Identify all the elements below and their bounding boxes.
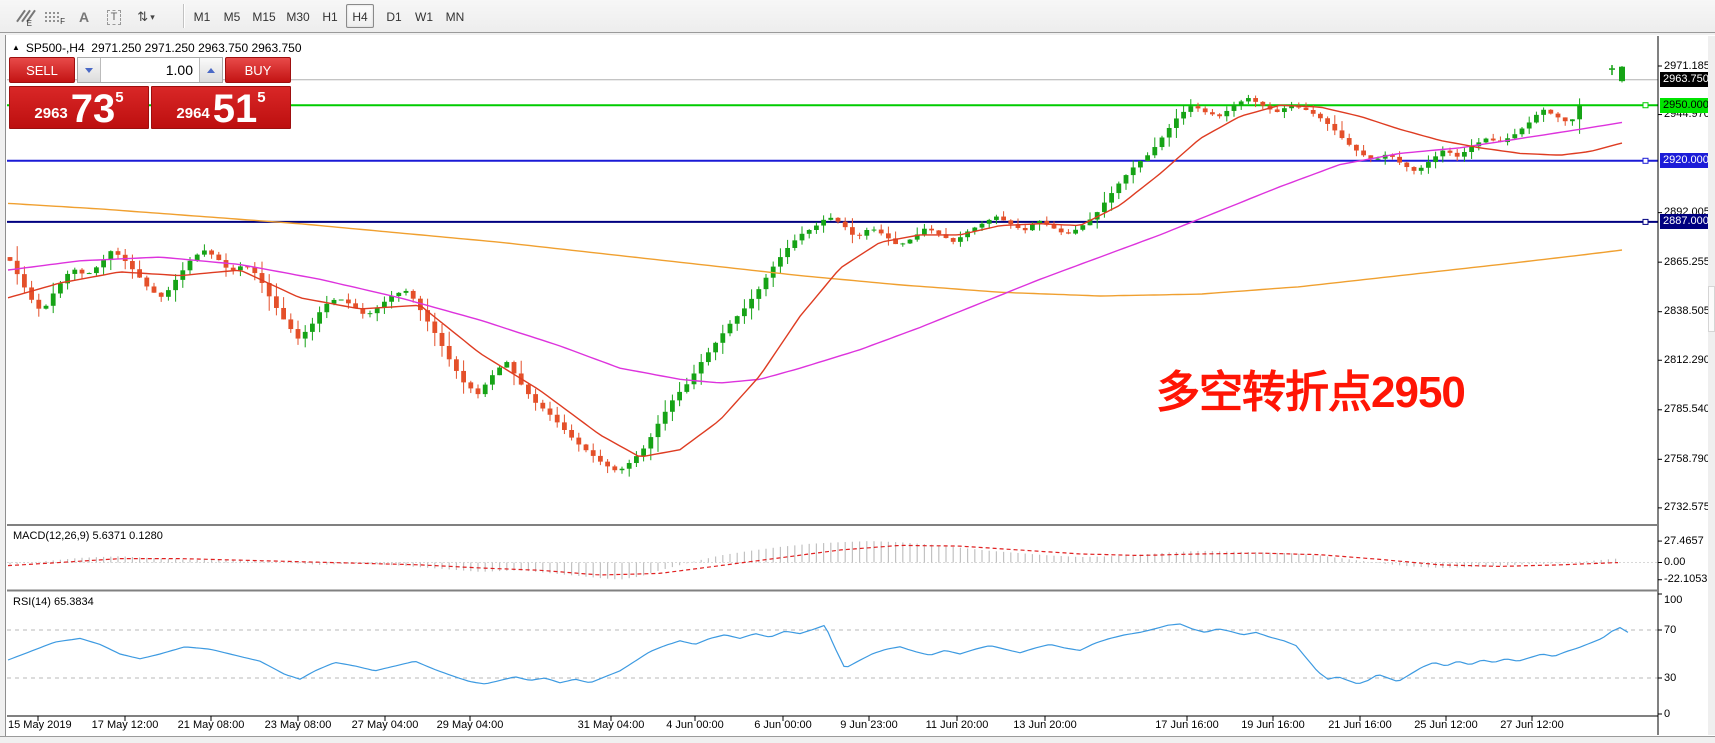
caret-up-icon [207,67,215,73]
timeframe-d1-button[interactable]: D1 [380,4,408,28]
collapse-triangle-icon[interactable]: ▲ [12,43,20,52]
time-axis-label: 11 Jun 20:00 [925,719,989,731]
macd-axis-label: 27.4657 [1664,534,1704,547]
chart-title: ▲ SP500-,H4 2971.250 2971.250 2963.750 29… [12,41,302,55]
sell-price-sup: 5 [115,89,124,106]
time-axis-label: 15 May 2019 [8,719,72,731]
price-axis-label: 2971.185 [1664,59,1710,72]
ohlc-values: 2971.250 2971.250 2963.750 2963.750 [91,41,302,55]
volume-input[interactable] [101,58,199,82]
current-price-box: 2963.750 [1660,72,1712,88]
macd-axis-label: -22.1053 [1664,573,1708,586]
main-toolbar: E F A T ⇅ ▾ M1 M5 M15 M30 H1 H4 D1 W1 MN [0,0,1715,33]
price-axis-label: 2865.255 [1664,255,1710,268]
dropdown-caret-icon: ▾ [150,11,155,22]
buy-price-button[interactable]: 2964 51 5 [151,86,291,129]
timeframe-m15-button[interactable]: M15 [248,4,280,28]
time-axis-label: 23 May 08:00 [264,719,332,731]
chart-text-annotation[interactable]: 多空转折点2950 [1156,368,1466,417]
sell-price-button[interactable]: 2963 73 5 [9,86,149,129]
time-axis-label: 17 Jun 16:00 [1155,719,1219,731]
dots-glyph: F [44,11,65,26]
volume-increase-button[interactable] [199,58,222,82]
timeframe-m5-button[interactable]: M5 [218,4,246,28]
indicator-dots-f-icon[interactable]: F [37,3,67,31]
volume-decrease-button[interactable] [78,58,101,82]
hatch-glyph: E [12,9,36,28]
toolbar-separator [183,4,185,28]
rsi-axis-label: 30 [1664,671,1677,684]
rsi-axis-label: 70 [1664,623,1677,636]
arrange-arrows-icon[interactable]: ⇅ ▾ [131,3,161,31]
time-axis-label: 4 Jun 00:00 [666,719,724,731]
price-axis-label: 2812.290 [1664,353,1710,366]
timeframe-h4-button[interactable]: H4 [346,4,374,28]
text-box-icon[interactable]: T [99,3,129,31]
sell-price-main: 73 [70,87,116,131]
level-price-box: 2920.000 [1660,153,1712,169]
time-axis-label: 13 Jun 20:00 [1013,719,1077,731]
time-axis-label: 19 Jun 16:00 [1241,719,1305,731]
time-axis-label: 27 Jun 12:00 [1500,719,1564,731]
level-price-box: 2887.000 [1660,214,1712,230]
symbol-period-label: SP500-,H4 [25,41,85,55]
arrows-glyph: ⇅ [137,9,149,24]
right-scroll-strip [1708,36,1715,735]
macd-indicator-label: MACD(12,26,9) 5.6371 0.1280 [13,530,163,542]
rsi-axis-label: 100 [1664,594,1683,606]
indicator-hatch-e-icon[interactable]: E [6,3,36,31]
scrollbar-thumb[interactable] [1708,286,1715,332]
price-axis-label: 2758.790 [1664,452,1710,465]
buy-price-sup: 5 [257,89,266,106]
price-axis-label: 2838.505 [1664,305,1710,318]
buy-price-main: 51 [212,87,258,131]
timeframe-h1-button[interactable]: H1 [316,4,344,28]
letter-e: E [26,19,32,28]
letter-f: F [60,17,65,26]
price-axis-label: 2732.575 [1664,501,1710,514]
level-price-box: 2950.000 [1660,97,1712,113]
macd-axis-label: 0.00 [1664,556,1686,568]
time-axis-label: 29 May 04:00 [436,719,504,731]
letter-t-glyph: T [106,9,122,25]
time-axis-label: 6 Jun 00:00 [754,719,812,731]
buy-button[interactable]: BUY [225,57,291,83]
timeframe-w1-button[interactable]: W1 [410,4,438,28]
time-axis-label: 31 May 04:00 [577,719,645,731]
time-axis-label: 9 Jun 23:00 [840,719,898,731]
caret-down-icon [85,67,93,73]
timeframe-m30-button[interactable]: M30 [282,4,314,28]
time-axis-label: 27 May 04:00 [351,719,419,731]
timeframe-mn-button[interactable]: MN [440,4,470,28]
volume-spinner [77,57,223,83]
time-axis-label: 21 Jun 16:00 [1328,719,1392,731]
time-axis-label: 21 May 08:00 [177,719,245,731]
time-axis-label: 17 May 12:00 [91,719,159,731]
text-label-icon[interactable]: A [69,3,99,31]
price-axis-label: 2785.540 [1664,403,1710,416]
rsi-indicator-label: RSI(14) 65.3834 [13,596,94,608]
buy-price-prefix: 2964 [176,105,210,122]
time-axis-label: 25 Jun 12:00 [1414,719,1478,731]
sell-button[interactable]: SELL [9,57,75,83]
rsi-axis-label: 0 [1664,707,1671,720]
window-bottom-edge [0,736,1715,743]
timeframe-m1-button[interactable]: M1 [188,4,216,28]
letter-a-glyph: A [78,9,90,25]
sell-price-prefix: 2963 [34,105,68,122]
